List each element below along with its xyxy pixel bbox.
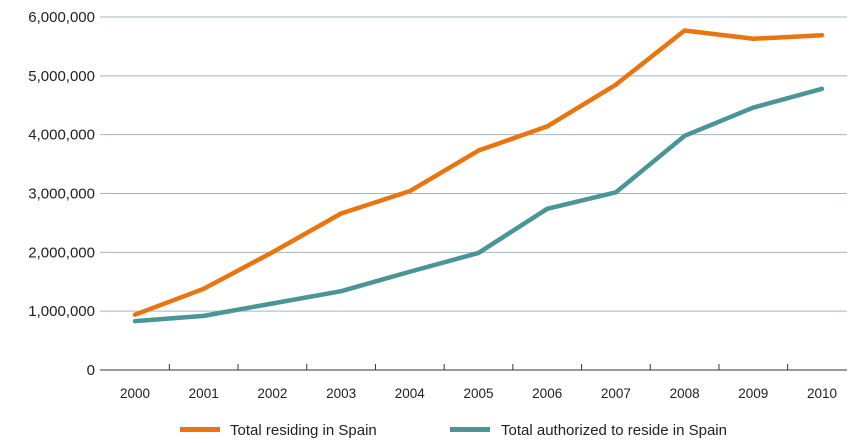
y-tick-label: 1,000,000 — [28, 303, 95, 320]
data-point — [819, 33, 825, 38]
legend-label: Total residing in Spain — [230, 422, 377, 439]
y-tick-label: 2,000,000 — [28, 244, 95, 261]
series-lines — [132, 28, 825, 324]
data-point — [682, 133, 687, 139]
data-point — [201, 313, 206, 319]
data-point — [751, 105, 756, 110]
data-point — [201, 286, 206, 292]
legend-label: Total authorized to reside in Spain — [501, 422, 727, 439]
x-tick-label: 2005 — [463, 386, 493, 401]
data-point — [338, 211, 344, 216]
data-point — [613, 190, 619, 195]
data-point — [545, 206, 550, 211]
x-tick-label: 2002 — [257, 386, 287, 401]
data-point — [545, 124, 550, 129]
x-tick-label: 2003 — [326, 386, 356, 401]
legend: Total residing in Spain Total authorized … — [180, 422, 727, 439]
x-tick-label: 2000 — [120, 386, 150, 401]
data-point — [270, 301, 275, 306]
x-tick-label: 2009 — [738, 386, 768, 401]
x-tick-label: 2006 — [532, 386, 562, 401]
data-point — [476, 148, 481, 153]
gridlines — [100, 16, 847, 312]
data-point — [751, 36, 756, 41]
x-tick-label: 2008 — [670, 386, 700, 401]
series-line-0 — [134, 28, 823, 317]
data-point — [270, 250, 275, 255]
y-tick-label: 3,000,000 — [28, 186, 95, 203]
y-tick-label: 0 — [87, 362, 95, 379]
data-point — [132, 312, 138, 317]
data-point — [819, 86, 825, 91]
x-tick-label: 2010 — [807, 386, 837, 401]
data-point — [132, 318, 138, 324]
x-tick-label: 2004 — [395, 386, 426, 401]
data-point — [682, 28, 687, 33]
x-tick-label: 2001 — [189, 386, 219, 401]
data-point — [407, 188, 412, 194]
data-point — [407, 269, 412, 274]
x-tick-label: 2007 — [601, 386, 631, 401]
y-tick-label: 4,000,000 — [28, 127, 95, 144]
data-point — [476, 250, 481, 256]
legend-swatch — [180, 427, 220, 432]
data-point — [613, 82, 619, 87]
data-point — [338, 288, 344, 294]
series-line-1 — [134, 86, 823, 324]
legend-swatch — [450, 427, 490, 432]
y-tick-label: 5,000,000 — [28, 68, 95, 85]
y-tick-label: 6,000,000 — [28, 9, 95, 26]
axes: 0 1,000,000 2,000,000 3,000,000 4,000,000 5,0… — [28, 9, 847, 401]
